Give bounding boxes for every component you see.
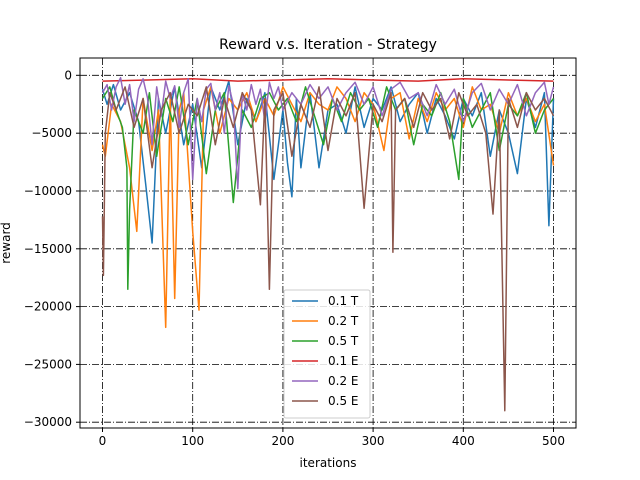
y-tick-label: −20000: [24, 300, 72, 314]
x-axis-label: iterations: [300, 456, 357, 470]
series-line: [102, 78, 554, 82]
y-tick-label: −30000: [24, 415, 72, 429]
x-tick-label: 400: [452, 434, 475, 448]
y-tick-label: −25000: [24, 357, 72, 371]
x-tick-label: 300: [362, 434, 385, 448]
grid: [80, 58, 576, 428]
series-line: [101, 86, 555, 329]
legend-label: 0.2 T: [328, 314, 359, 328]
legend: 0.1 T 0.2 T 0.5 T 0.1 E 0.2 E 0.5 E: [283, 289, 371, 419]
legend-label: 0.5 E: [328, 394, 358, 408]
legend-label: 0.2 E: [328, 374, 358, 388]
legend-label: 0.1 T: [328, 294, 359, 308]
y-axis-label: reward: [0, 222, 13, 264]
x-tick-label: 0: [99, 434, 107, 448]
series-line: [101, 86, 555, 291]
legend-label: 0.5 T: [328, 334, 359, 348]
series-line: [101, 80, 555, 244]
chart-title: Reward v.s. Iteration - Strategy: [219, 37, 437, 53]
legend-label: 0.1 E: [328, 354, 358, 368]
y-tick-label: 0: [64, 68, 72, 82]
plot-frame: [79, 57, 577, 429]
axis-ticks: 0 100 200 300 400 500 0 −5000 −10000 −15000 −20000…: [24, 68, 565, 448]
y-tick-label: −15000: [24, 242, 72, 256]
x-tick-label: 200: [271, 434, 294, 448]
y-tick-label: −10000: [24, 184, 72, 198]
legend-box: [283, 289, 371, 419]
series-line: [101, 76, 555, 190]
x-tick-label: 500: [542, 434, 565, 448]
series-line: [101, 86, 555, 412]
y-tick-label: −5000: [31, 126, 72, 140]
x-tick-label: 100: [181, 434, 204, 448]
series-lines: [101, 76, 555, 412]
